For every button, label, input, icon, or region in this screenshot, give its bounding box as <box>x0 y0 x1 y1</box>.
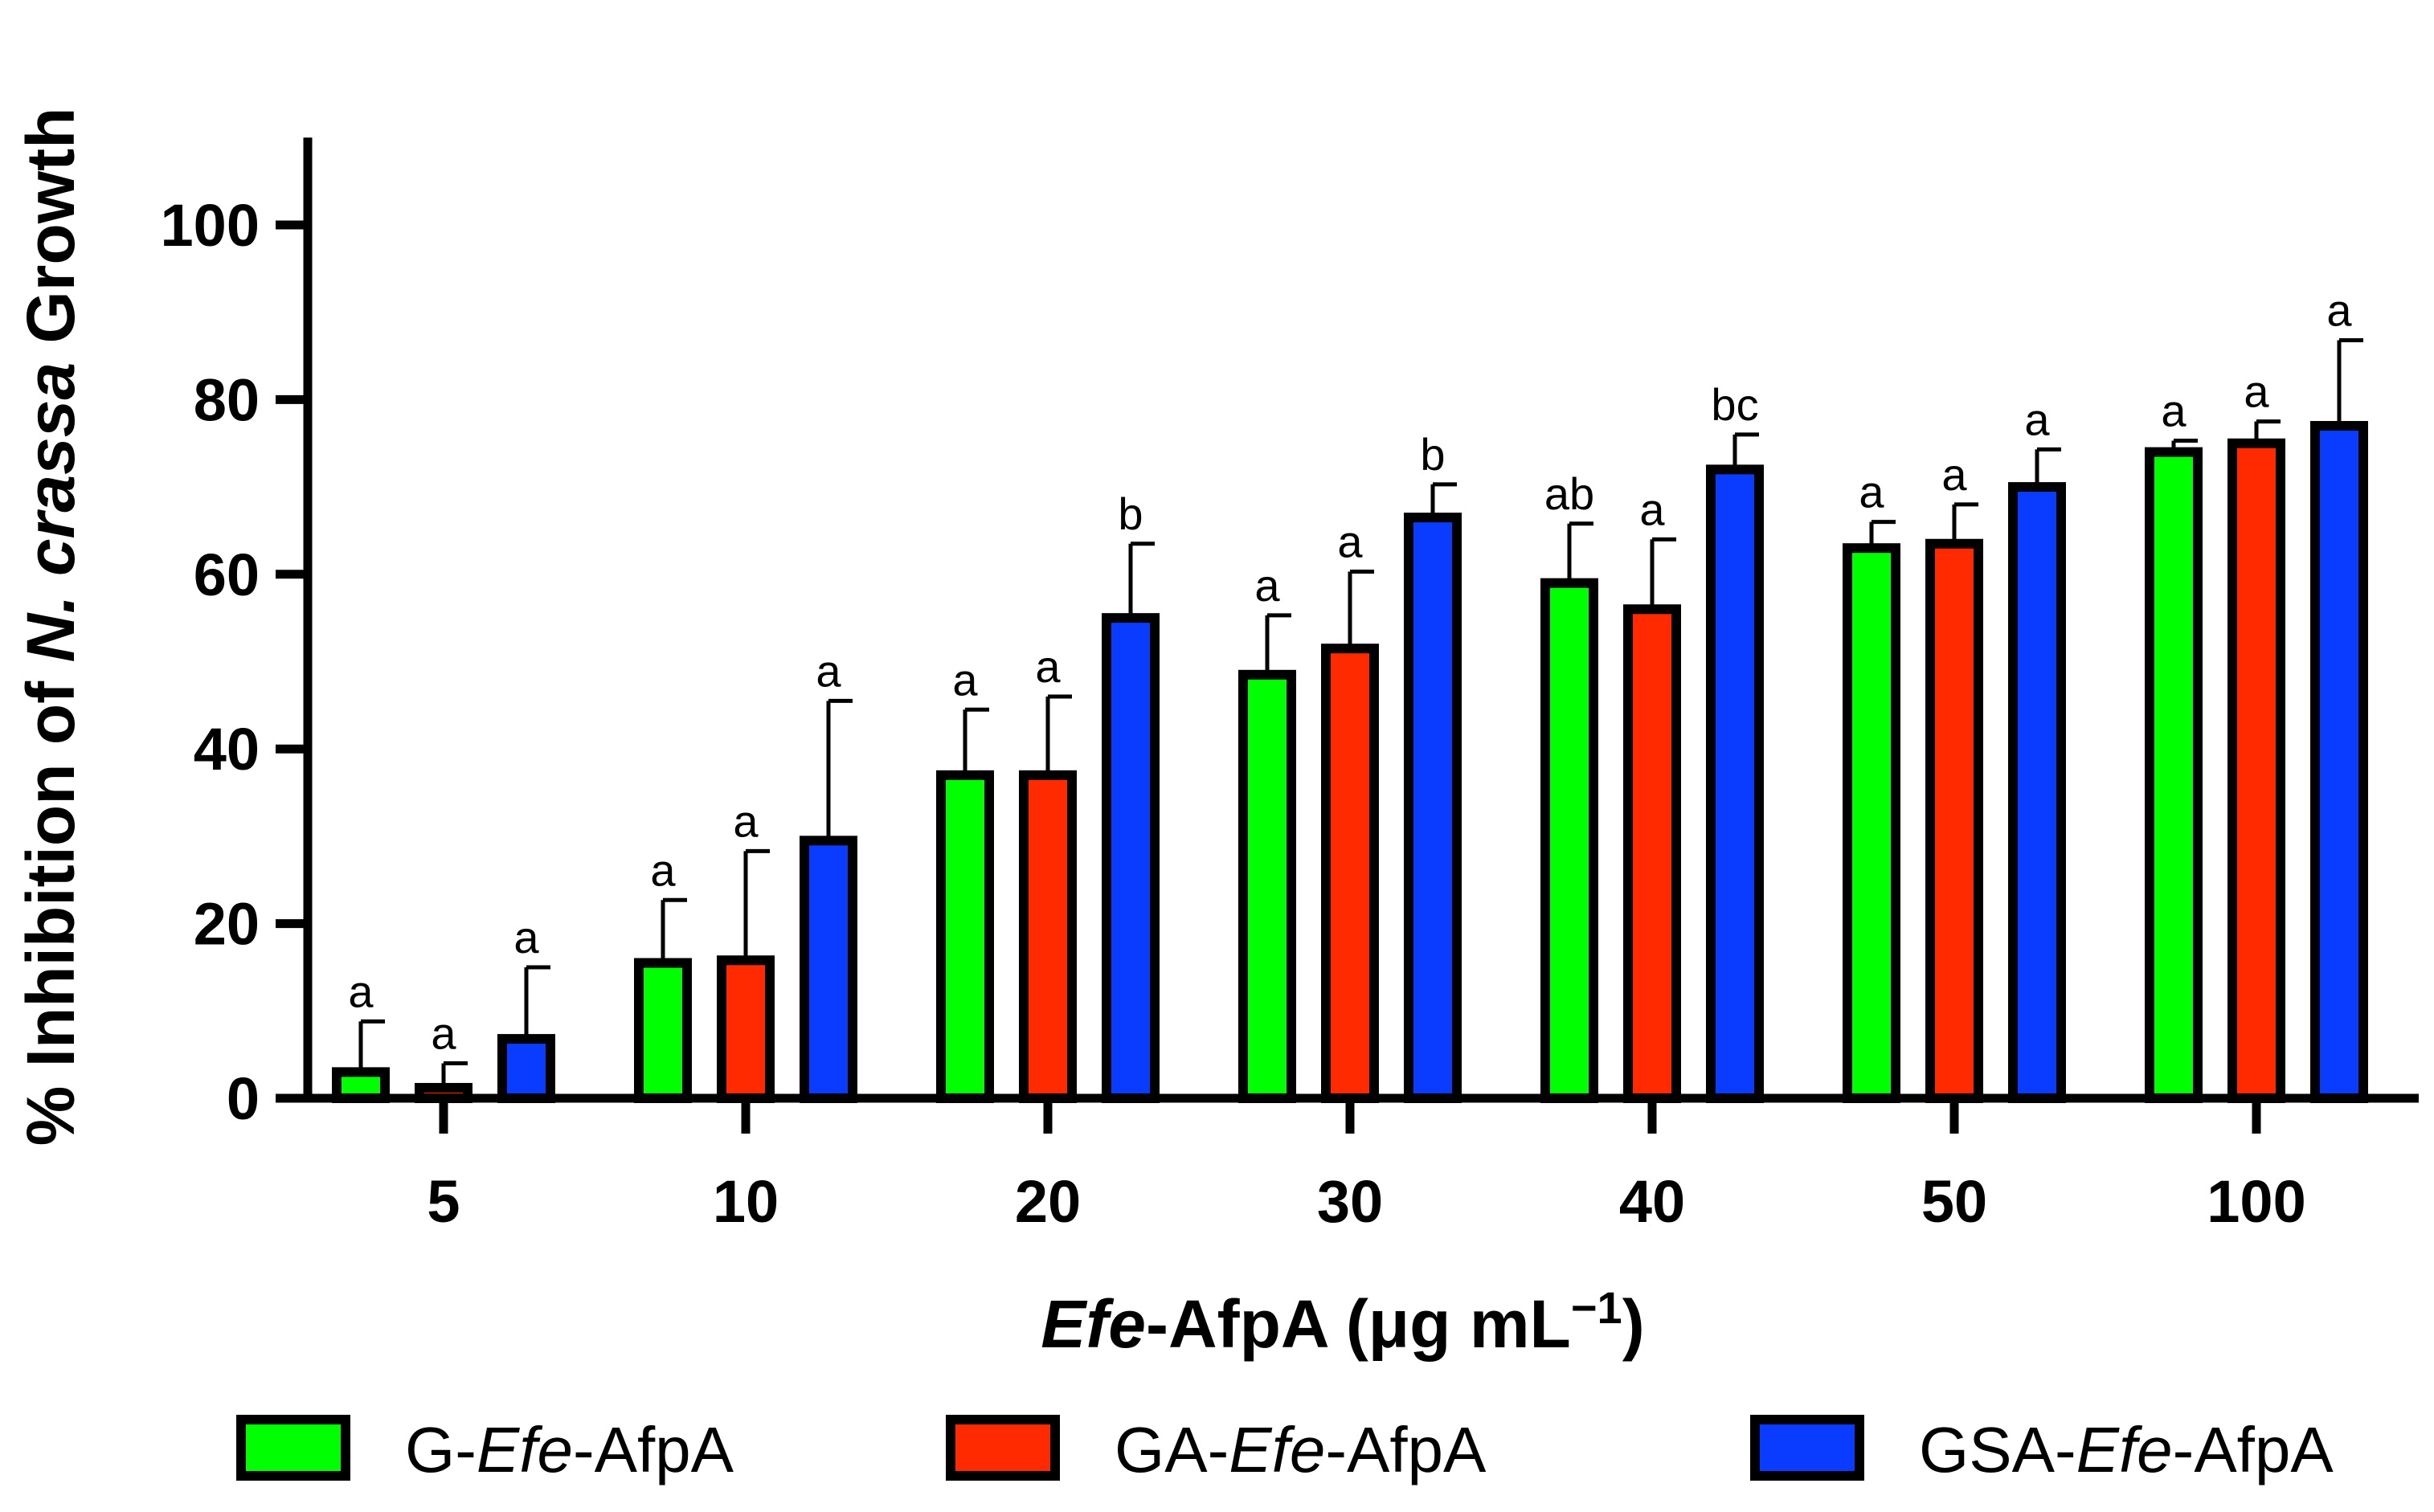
legend-label-suffix: -AfpA <box>1325 1414 1487 1485</box>
legend-swatch-2 <box>946 1415 1060 1481</box>
bar-2-10 <box>717 955 775 1104</box>
x-tick-label: 20 <box>1015 1168 1081 1235</box>
legend-swatch-1 <box>236 1415 350 1481</box>
bar-3-40 <box>1706 464 1764 1103</box>
y-axis-title-text: % Inhibition of <box>13 663 88 1146</box>
legend-label-prefix: G- <box>405 1414 477 1485</box>
bar-2-50 <box>1925 538 1983 1103</box>
legend: G-Efe-AfpA GA-Efe-AfpA GSA-Efe-AfpA <box>236 1414 2334 1485</box>
x-axis-title-italic: Efe <box>1041 1286 1146 1362</box>
bar-1-40 <box>1540 578 1598 1103</box>
significance-label: a <box>2244 366 2269 417</box>
significance-label: a <box>513 912 539 962</box>
y-axis-title-text-end: Growth <box>13 108 88 362</box>
bar-2-40 <box>1623 604 1681 1103</box>
significance-label: a <box>2326 284 2352 335</box>
x-axis-title-group: Efe-AfpA (μg mL−1) <box>1041 1282 1644 1362</box>
y-axis-title-group: % Inhibition of N. crassa Growth <box>13 108 88 1146</box>
bar-2-30 <box>1321 644 1379 1103</box>
bar-1-10 <box>634 958 692 1104</box>
significance-label: a <box>348 966 374 1016</box>
legend-label-suffix: -AfpA <box>573 1414 734 1485</box>
legend-label-suffix: -AfpA <box>2173 1414 2334 1485</box>
significance-label: a <box>1254 560 1280 611</box>
axes-group <box>276 137 2419 1134</box>
error-bars-group <box>358 337 2363 1088</box>
x-tick-label: 5 <box>427 1168 460 1235</box>
bar-1-100 <box>2145 447 2203 1103</box>
significance-label: a <box>650 844 676 895</box>
bar-3-100 <box>2310 421 2368 1103</box>
significance-label: a <box>1941 449 1967 500</box>
legend-label-1: G-Efe-AfpA <box>405 1414 734 1485</box>
bar-3-30 <box>1404 513 1462 1103</box>
bar-3-20 <box>1102 613 1160 1103</box>
significance-label: a <box>1859 467 1884 517</box>
significance-label: a <box>431 1008 456 1059</box>
bar-2-20 <box>1019 770 1077 1103</box>
significance-label: b <box>1118 488 1143 539</box>
bar-1-30 <box>1238 669 1296 1103</box>
x-axis-title-close: ) <box>1622 1286 1645 1362</box>
x-tick-labels-group: 5 10 20 30 40 50 100 <box>427 1168 2305 1235</box>
x-tick-label: 50 <box>1921 1168 1987 1235</box>
legend-label-italic: Efe <box>2076 1414 2173 1485</box>
y-axis-title-italic: N. crassa <box>13 362 88 663</box>
significance-label: a <box>816 645 841 696</box>
significance-label: a <box>2161 385 2187 435</box>
significance-label: bc <box>1711 379 1758 430</box>
x-tick-label: 30 <box>1317 1168 1383 1235</box>
x-tick-label: 10 <box>713 1168 779 1235</box>
x-tick-label: 40 <box>1619 1168 1685 1235</box>
significance-label: a <box>1035 641 1061 692</box>
legend-label-italic: Efe <box>477 1414 573 1485</box>
y-tick-labels-group: 0 20 40 60 80 100 <box>161 192 260 1132</box>
legend-label-prefix: GSA- <box>1919 1414 2076 1485</box>
significance-label: ab <box>1544 468 1594 519</box>
bar-3-5 <box>497 1034 555 1103</box>
y-tick-label: 100 <box>161 192 260 259</box>
legend-label-2: GA-Efe-AfpA <box>1115 1414 1487 1485</box>
significance-label: a <box>1337 517 1363 567</box>
significance-label: a <box>952 654 978 705</box>
significance-label: a <box>733 795 759 846</box>
y-tick-label: 60 <box>194 541 260 608</box>
bar-2-100 <box>2227 438 2285 1103</box>
y-axis-title: % Inhibition of N. crassa Growth <box>13 108 88 1146</box>
x-axis-title-superscript: −1 <box>1571 1282 1622 1333</box>
x-tick-label: 100 <box>2207 1168 2305 1235</box>
legend-swatch-3 <box>1750 1415 1864 1481</box>
x-axis-title: Efe-AfpA (μg mL−1) <box>1041 1282 1644 1362</box>
bar-1-50 <box>1843 543 1900 1103</box>
y-tick-label: 0 <box>227 1065 260 1132</box>
legend-label-italic: Efe <box>1229 1414 1325 1485</box>
bar-3-10 <box>800 836 857 1103</box>
significance-label: a <box>1639 484 1665 534</box>
x-axis-title-text: -AfpA (μg mL <box>1146 1286 1571 1362</box>
bar-3-50 <box>2008 482 2066 1103</box>
bar-1-20 <box>936 770 994 1103</box>
significance-label: b <box>1420 429 1445 480</box>
legend-label-prefix: GA- <box>1115 1414 1229 1485</box>
legend-label-3: GSA-Efe-AfpA <box>1919 1414 2334 1485</box>
y-tick-label: 80 <box>194 366 260 433</box>
y-tick-label: 40 <box>194 716 260 783</box>
y-tick-label: 20 <box>194 891 260 958</box>
significance-label: a <box>2024 394 2050 444</box>
